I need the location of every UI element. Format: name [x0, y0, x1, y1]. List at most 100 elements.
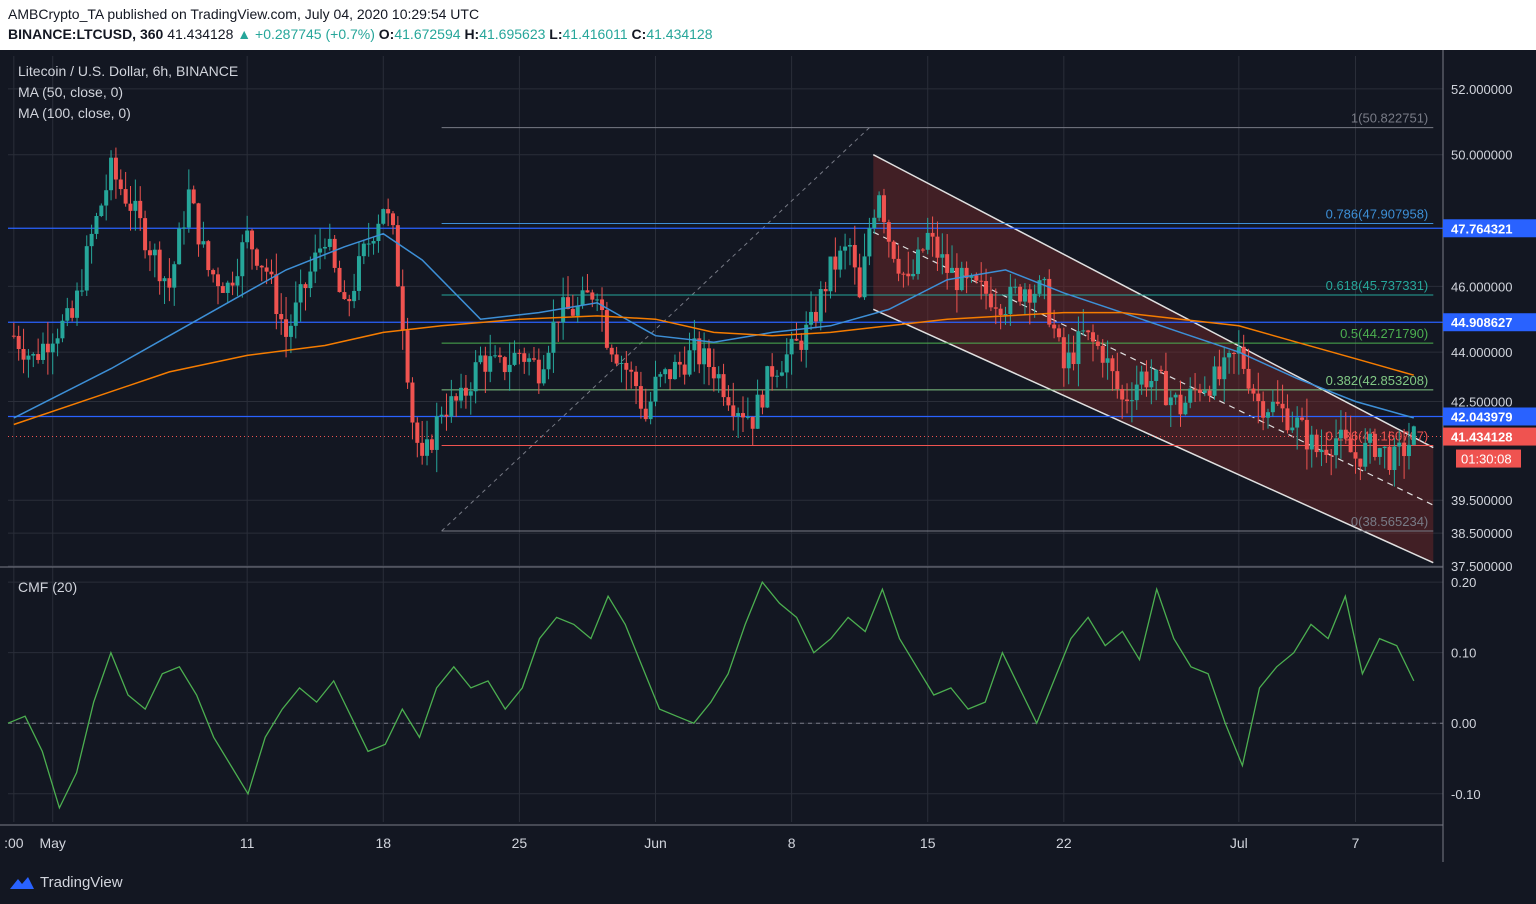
- candle-body: [172, 264, 177, 288]
- candle-body: [84, 246, 89, 291]
- candle-body: [779, 372, 784, 376]
- candle-body: [36, 354, 41, 360]
- candle-body: [1358, 458, 1363, 467]
- candle-body: [1251, 388, 1256, 394]
- fib-level-label: 0.618(45.737331): [1326, 278, 1429, 293]
- channel-upper-line: [872, 154, 1434, 449]
- candle-body: [716, 374, 721, 379]
- time-tick-label: 8: [788, 835, 796, 851]
- candle-body: [1061, 337, 1066, 369]
- candle-body: [794, 338, 799, 341]
- candle-body: [133, 200, 138, 211]
- candle-body: [1202, 390, 1207, 393]
- candle-body: [536, 359, 541, 384]
- candle-body: [128, 203, 133, 211]
- candle-body: [1193, 388, 1198, 390]
- candle-body: [493, 355, 498, 357]
- ma100-legend: MA (100, close, 0): [18, 105, 131, 121]
- price-tick-label: 46.000000: [1451, 279, 1512, 294]
- candle-body: [400, 286, 405, 331]
- candle-body: [1056, 328, 1061, 338]
- candle-body: [26, 355, 31, 360]
- candle-body: [75, 290, 80, 318]
- time-tick-label: 25: [512, 835, 528, 851]
- candle-body: [546, 352, 551, 370]
- candle-body: [308, 271, 313, 289]
- candle-body: [706, 348, 711, 368]
- candle-body: [857, 267, 862, 298]
- candle-body: [1207, 390, 1212, 396]
- candle-body: [1227, 352, 1232, 358]
- candle-body: [347, 299, 352, 302]
- candle-body: [1125, 399, 1130, 402]
- candle-body: [1397, 442, 1402, 447]
- candle-body: [332, 238, 337, 268]
- open-value: 41.672594: [394, 26, 461, 42]
- candle-body: [843, 246, 848, 251]
- candle-body: [590, 292, 595, 300]
- candle-body: [1270, 401, 1275, 413]
- candle-body: [745, 416, 750, 418]
- candle-body: [1295, 417, 1300, 428]
- candle-body: [1022, 289, 1027, 302]
- candle-body: [259, 265, 264, 268]
- time-tick-label: 15: [920, 835, 936, 851]
- cmf-tick-label: 0.10: [1451, 646, 1476, 661]
- price-tick-label: 38.500000: [1451, 526, 1512, 541]
- candle-body: [920, 249, 925, 251]
- price-label-badge: [1443, 313, 1536, 332]
- candle-body: [750, 416, 755, 429]
- candle-body: [167, 278, 172, 288]
- candle-body: [809, 311, 814, 325]
- candle-body: [833, 256, 838, 270]
- symbol-label: BINANCE:LTCUSD, 360: [8, 26, 164, 42]
- candle-body: [269, 271, 274, 275]
- candle-body: [896, 258, 901, 274]
- candle-body: [580, 290, 585, 306]
- candle-body: [1314, 434, 1319, 453]
- candle-body: [1008, 286, 1013, 315]
- candle-body: [1241, 346, 1246, 369]
- candle-body: [609, 347, 614, 355]
- candle-body: [522, 353, 527, 362]
- candle-body: [89, 233, 94, 247]
- low-value: 41.416011: [562, 26, 628, 42]
- candle-body: [395, 225, 400, 287]
- candle-body: [497, 355, 502, 358]
- candle-body: [1329, 454, 1334, 456]
- candle-body: [303, 284, 308, 289]
- candle-body: [736, 413, 741, 417]
- candle-body: [1173, 394, 1178, 398]
- candle-body: [318, 248, 323, 253]
- candle-body: [604, 310, 609, 348]
- candle-body: [361, 243, 366, 257]
- candle-body: [969, 275, 974, 278]
- candle-body: [245, 230, 250, 243]
- close-value: 41.434128: [646, 26, 713, 42]
- candle-body: [274, 274, 279, 315]
- candle-body: [847, 245, 852, 247]
- candle-body: [775, 375, 780, 377]
- candle-body: [862, 256, 867, 298]
- candle-body: [138, 200, 143, 219]
- candle-body: [901, 273, 906, 275]
- price-tick-label: 39.500000: [1451, 493, 1512, 508]
- candle-body: [1027, 289, 1032, 303]
- countdown-badge: [1456, 449, 1521, 468]
- candle-body: [55, 338, 60, 344]
- price-chart[interactable]: 1(50.822751) 0.786(47.907958) 0.618(45.737…: [0, 50, 1536, 862]
- candle-body: [220, 286, 225, 293]
- candle-body: [711, 367, 716, 379]
- candle-body: [1236, 346, 1241, 354]
- candle-body: [1334, 438, 1339, 456]
- candle-body: [444, 414, 449, 417]
- candle-body: [99, 205, 104, 216]
- candle-body: [1372, 433, 1377, 457]
- candle-body: [1256, 393, 1261, 402]
- price-label-badge: [1443, 427, 1536, 446]
- candle-body: [1377, 448, 1382, 457]
- low-label: L:: [549, 26, 563, 42]
- cmf-tick-label: -0.10: [1451, 787, 1481, 802]
- candle-body: [123, 189, 128, 204]
- publication-header: AMBCrypto_TA published on TradingView.co…: [0, 0, 1536, 50]
